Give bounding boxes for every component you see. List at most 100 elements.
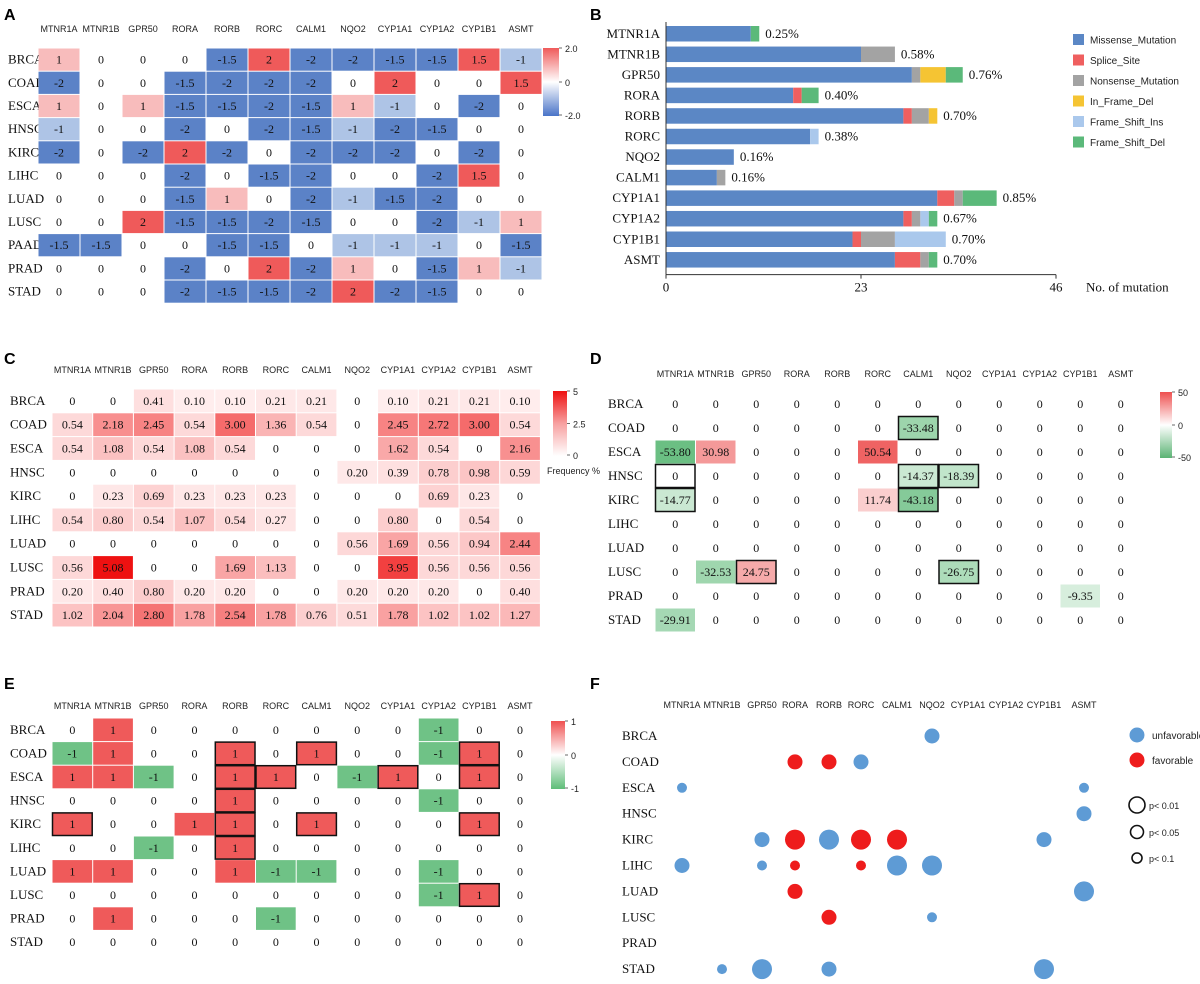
cell-value: 0.10	[184, 394, 205, 408]
cell-value: 0.10	[510, 394, 531, 408]
heatmap-cell	[93, 556, 133, 579]
heatmap-cell	[418, 603, 459, 627]
cell-value: 0.20	[184, 584, 205, 598]
column-label-gpr50: GPR50	[747, 700, 777, 710]
cell-value: -1.5	[176, 99, 195, 113]
column-label-rora: RORA	[181, 365, 207, 375]
heatmap-cell	[164, 257, 206, 280]
cell-value: 0	[354, 723, 360, 737]
cell-value: 0	[996, 565, 1002, 579]
heatmap-cell	[696, 440, 736, 464]
heatmap-cell	[52, 603, 93, 627]
bar-segment-frame-shift-del	[801, 87, 819, 104]
cell-value: 0	[314, 513, 320, 527]
cell-value: 0	[713, 541, 719, 555]
cell-value: 0	[350, 169, 356, 183]
heatmap-cell	[290, 141, 332, 164]
cell-value: 2.72	[428, 418, 449, 432]
cell-value: 0	[69, 723, 75, 737]
dot-unfavorable	[819, 829, 839, 850]
cell-value: 2	[266, 53, 272, 67]
row-label-kirc: KIRC	[622, 832, 653, 847]
heatmap-cell	[215, 389, 255, 413]
cell-value: 0	[476, 122, 482, 136]
row-label-lihc: LIHC	[622, 858, 652, 873]
cell-value: -2	[390, 145, 400, 159]
heatmap-cell	[416, 118, 458, 141]
cell-value: 1.07	[184, 513, 205, 527]
heatmap-cell	[418, 883, 459, 907]
cell-value: 0	[834, 589, 840, 603]
cell-value: 0	[140, 169, 146, 183]
cell-value: 1.62	[387, 442, 408, 456]
colorbar-e	[551, 721, 565, 789]
cell-value: -1	[348, 122, 358, 136]
cell-value: 0	[191, 465, 197, 479]
heatmap-cell	[500, 210, 542, 234]
cell-value: 0	[395, 746, 401, 760]
cell-value: 0	[672, 421, 678, 435]
cell-value: 0	[69, 888, 75, 902]
bar-segment-missense-mutation	[666, 128, 811, 145]
cell-value: 0	[713, 469, 719, 483]
heatmap-cell	[206, 210, 248, 234]
row-label-luad: LUAD	[608, 540, 644, 555]
cell-value: 0	[1118, 541, 1124, 555]
cell-value: 0	[69, 394, 75, 408]
cell-value: 0.40	[103, 584, 124, 598]
heatmap-cell	[174, 413, 215, 437]
cell-value: 0	[1037, 589, 1043, 603]
row-label-coad: COAD	[622, 754, 659, 769]
heatmap-cell	[122, 141, 164, 164]
bar-category-rorb: RORB	[625, 108, 661, 123]
heatmap-cell	[164, 164, 206, 187]
cell-value: 0	[434, 76, 440, 90]
legend-dot-unfavorable	[1129, 727, 1145, 743]
legend-size-label: p< 0.01	[1149, 801, 1179, 811]
cell-value: 0	[140, 285, 146, 299]
cell-value: 0	[182, 238, 188, 252]
cell-value: 1	[110, 864, 116, 878]
significance-box	[214, 835, 256, 860]
heatmap-cell	[378, 765, 418, 789]
cell-value: 0	[191, 935, 197, 949]
cell-value: 0	[996, 493, 1002, 507]
cell-value: -1	[390, 99, 400, 113]
row-label-prad: PRAD	[622, 935, 657, 950]
column-label-asmt: ASMT	[1071, 700, 1097, 710]
cell-value: 0	[915, 565, 921, 579]
heatmap-cell	[416, 187, 458, 210]
heatmap-cell	[174, 389, 215, 413]
row-label-hnsc: HNSC	[10, 793, 45, 808]
heatmap-cell	[296, 742, 337, 765]
column-label-mtnr1a: MTNR1A	[40, 24, 77, 34]
cell-value: 0	[476, 192, 482, 206]
cell-value: 0	[1118, 493, 1124, 507]
cell-value: -14.37	[903, 469, 934, 483]
row-label-luad: LUAD	[10, 536, 46, 551]
cell-value: 1.78	[184, 608, 205, 622]
row-label-brca: BRCA	[622, 728, 658, 743]
heatmap-cell	[80, 234, 122, 257]
cell-value: 0	[56, 192, 62, 206]
heatmap-cell	[206, 71, 248, 94]
cell-value: -2	[432, 169, 442, 183]
legend-size-circle	[1128, 796, 1146, 814]
heatmap-cell	[337, 765, 378, 789]
row-label-lihc: LIHC	[8, 168, 38, 183]
cell-value: 0	[476, 864, 482, 878]
cell-value: 1	[110, 770, 116, 784]
heatmap-cell	[38, 94, 80, 118]
column-label-calm1: CALM1	[302, 701, 332, 711]
column-label-asmt: ASMT	[508, 701, 534, 711]
heatmap-cell	[459, 460, 500, 484]
cell-value: -1.5	[218, 99, 237, 113]
cell-value: 0.54	[62, 442, 83, 456]
colorbar-label: 1	[571, 717, 576, 727]
cell-value: 0	[151, 537, 157, 551]
cell-value: 0	[517, 817, 523, 831]
heatmap-cell	[332, 48, 374, 71]
cell-value: -2	[180, 261, 190, 275]
cell-value: 0.56	[428, 537, 449, 551]
cell-value: 0	[354, 394, 360, 408]
